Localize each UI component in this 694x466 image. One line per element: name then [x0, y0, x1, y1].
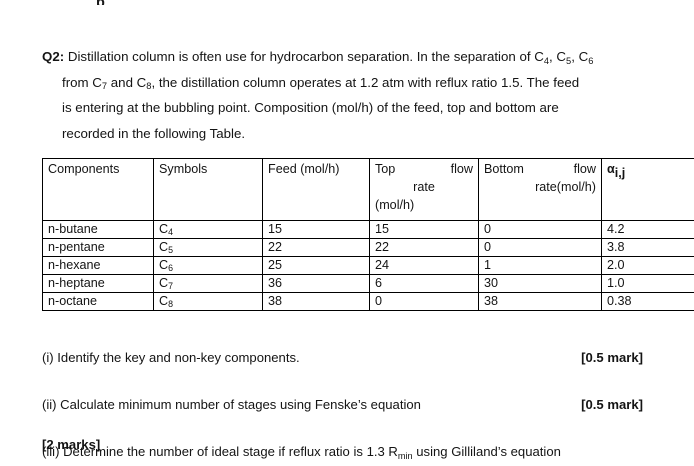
cell-feed: 15	[262, 220, 370, 239]
table-row: n-hexane C6 25 24 1 2.0	[42, 256, 694, 275]
table-row: n-heptane C7 36 6 30 1.0	[42, 274, 694, 293]
cell-symbol: C7	[153, 274, 263, 293]
header-feed-line2: (mol/h)	[300, 162, 340, 176]
header-top-line1: Top flow	[375, 162, 473, 176]
subscript-c6: 6	[588, 55, 594, 66]
table-row: n-octane C8 38 0 38 0.38	[42, 292, 694, 311]
header-top-line2: rate	[413, 180, 435, 194]
cell-feed: 36	[262, 274, 370, 293]
composition-table-wrapper: Components Symbols Feed (mol/h) Top flow…	[42, 158, 694, 311]
question-line-1-before: Distillation column is often use for hyd…	[67, 49, 544, 64]
cell-top-flow: 24	[369, 256, 479, 275]
cell-component: n-pentane	[42, 238, 154, 257]
cell-symbol: C6	[153, 256, 263, 275]
cell-top-flow: 15	[369, 220, 479, 239]
subquestion-iii: (iii) Determine the number of ideal stag…	[42, 443, 643, 460]
cell-bottom-flow: 38	[478, 292, 602, 311]
subscript-c8: 8	[146, 81, 152, 92]
question-block: Q2: Distillation column is often use for…	[42, 44, 643, 146]
subscript-c7: 7	[101, 81, 108, 92]
header-bottom-flow-rate: Bottom flow rate(mol/h)	[478, 158, 602, 221]
cell-bottom-flow: 0	[478, 220, 602, 239]
cell-component: n-hexane	[42, 256, 154, 275]
header-feed-line1: Feed	[268, 162, 297, 176]
question-line-3: is entering at the bubbling point. Compo…	[62, 100, 559, 115]
question-line-1: Q2: Distillation column is often use for…	[42, 44, 643, 70]
cell-component: n-butane	[42, 220, 154, 239]
cell-feed: 38	[262, 292, 370, 311]
header-top-flow-rate: Top flow rate (mol/h)	[369, 158, 479, 221]
header-components: Components	[42, 158, 154, 221]
symbol-subscript: 5	[168, 245, 174, 256]
question-line-2: from C7 and C8, the distillation column …	[42, 70, 643, 96]
question-line-1-mid2: , C	[571, 49, 589, 64]
cell-top-flow: 22	[369, 238, 479, 257]
cell-top-flow: 0	[369, 292, 479, 311]
header-bottom-line2: rate(mol/h)	[535, 180, 596, 194]
cell-component: n-octane	[42, 292, 154, 311]
symbol-base: C	[159, 222, 169, 236]
subscript-rmin: min	[397, 450, 413, 461]
header-relative-volatility: αi,j	[601, 158, 694, 221]
question-line-4: recorded in the following Table.	[62, 125, 246, 141]
symbol-subscript: 7	[168, 281, 174, 292]
header-feed: Feed (mol/h)	[262, 158, 370, 221]
symbol-subscript: 8	[168, 299, 174, 310]
cell-component: n-heptane	[42, 274, 154, 293]
cell-symbol: C5	[153, 238, 263, 257]
table-body: n-butane C4 15 15 0 4.2 n-pentane C5 22 …	[42, 220, 694, 311]
header-top-line3: (mol/h)	[375, 198, 415, 212]
cell-alpha: 2.0	[601, 256, 694, 275]
cell-alpha: 1.0	[601, 274, 694, 293]
table-row: n-butane C4 15 15 0 4.2	[42, 220, 694, 239]
cell-feed: 25	[262, 256, 370, 275]
symbol-base: C	[159, 276, 169, 290]
cell-alpha: 0.38	[601, 292, 694, 311]
clipped-text-fragment: p	[96, 0, 116, 5]
alpha-symbol: α	[607, 162, 615, 176]
cell-bottom-flow: 1	[478, 256, 602, 275]
question-line-2-after: , the distillation column operates at 1.…	[151, 74, 580, 90]
question-label: Q2:	[42, 49, 65, 64]
cell-top-flow: 6	[369, 274, 479, 293]
symbol-base: C	[159, 240, 169, 254]
cell-bottom-flow: 0	[478, 238, 602, 257]
question-line-2-before: from C	[62, 74, 102, 90]
symbol-base: C	[159, 294, 169, 308]
table-header-row: Components Symbols Feed (mol/h) Top flow…	[42, 158, 694, 221]
subquestion-i-marks: [0.5 mark]	[581, 350, 643, 365]
subquestion-i: (i) Identify the key and non-key compone…	[42, 349, 643, 366]
subscript-c4: 4	[543, 55, 550, 66]
cell-alpha: 3.8	[601, 238, 694, 257]
symbol-base: C	[159, 258, 169, 272]
question-line-1-mid1: , C	[549, 49, 567, 64]
subscript-c5: 5	[566, 55, 572, 66]
cell-bottom-flow: 30	[478, 274, 602, 293]
symbol-subscript: 6	[168, 263, 174, 274]
symbol-subscript: 4	[168, 227, 174, 238]
cell-symbol: C4	[153, 220, 263, 239]
subquestion-i-text: (i) Identify the key and non-key compone…	[42, 350, 300, 365]
subquestion-iii-after: using Gilliland’s equation	[412, 444, 561, 459]
alpha-subscript: i,j	[614, 165, 626, 180]
cell-alpha: 4.2	[601, 220, 694, 239]
composition-table: Components Symbols Feed (mol/h) Top flow…	[42, 158, 694, 311]
subquestion-iii-marks-line: [2 marks]	[42, 436, 643, 453]
header-symbols: Symbols	[153, 158, 263, 221]
subquestion-iii-marks: [2 marks]	[42, 437, 101, 452]
subquestion-ii: (ii) Calculate minimum number of stages …	[42, 396, 643, 413]
cell-symbol: C8	[153, 292, 263, 311]
subquestion-ii-marks: [0.5 mark]	[581, 397, 643, 412]
table-header: Components Symbols Feed (mol/h) Top flow…	[42, 158, 694, 221]
subquestion-ii-text: (ii) Calculate minimum number of stages …	[42, 397, 421, 412]
question-line-2-mid: and C	[107, 74, 147, 90]
table-row: n-pentane C5 22 22 0 3.8	[42, 238, 694, 257]
subquestion-iii-before: (iii) Determine the number of ideal stag…	[42, 444, 398, 459]
cell-feed: 22	[262, 238, 370, 257]
header-bottom-line1: Bottom flow	[484, 162, 596, 176]
